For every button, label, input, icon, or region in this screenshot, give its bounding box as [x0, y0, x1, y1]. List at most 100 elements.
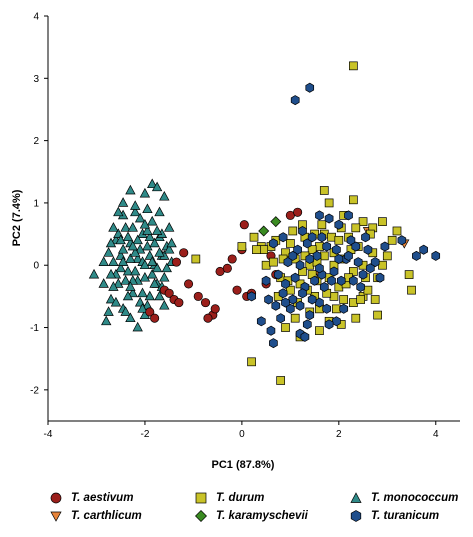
data-point-t-monococcum: [139, 218, 151, 229]
data-point-t-turanicum: [298, 288, 307, 299]
data-point-t-turanicum: [339, 303, 349, 314]
data-point-t-aestivum: [293, 207, 303, 217]
data-point-t-turanicum: [307, 232, 317, 243]
data-point-t-monococcum: [147, 178, 158, 189]
data-point-t-durum: [373, 310, 382, 320]
data-point-t-monococcum: [122, 265, 134, 276]
data-point-t-turanicum: [322, 241, 332, 252]
data-point-t-monococcum: [108, 222, 119, 232]
y-tick-label: 4: [33, 12, 39, 23]
data-point-t-turanicum: [281, 278, 290, 289]
data-point-t-durum: [327, 232, 336, 242]
data-point-t-turanicum: [332, 244, 341, 255]
data-point-t-durum: [358, 217, 368, 226]
data-point-t-monococcum: [120, 306, 131, 316]
data-point-t-turanicum: [353, 257, 363, 268]
data-point-t-durum: [378, 217, 387, 226]
data-point-t-monococcum: [127, 240, 138, 251]
data-point-t-turanicum: [334, 219, 344, 230]
data-point-t-turanicum: [295, 260, 305, 271]
data-point-t-turanicum: [315, 297, 324, 308]
data-point-t-turanicum: [332, 316, 341, 327]
data-point-t-monococcum: [144, 290, 155, 301]
data-point-t-monococcum: [151, 262, 163, 273]
data-point-t-monococcum: [134, 212, 146, 223]
data-point-t-monococcum: [139, 271, 151, 282]
data-point-t-durum: [387, 235, 397, 245]
data-point-t-monococcum: [117, 256, 129, 266]
data-point-t-turanicum: [298, 225, 307, 237]
data-point-t-monococcum: [144, 231, 155, 242]
legend-label: T. durum: [216, 492, 265, 504]
data-point-t-durum: [407, 285, 416, 295]
data-point-t-durum: [269, 257, 278, 267]
data-point-t-durum: [259, 245, 269, 255]
data-point-t-durum: [349, 61, 358, 71]
y-tick-label: 3: [33, 74, 39, 85]
legend-item-t-aestivum: T. aestivum: [50, 492, 133, 504]
data-point-t-turanicum: [317, 232, 327, 243]
circle-marker-icon: [50, 492, 62, 504]
hexagon-marker-icon: [350, 510, 362, 522]
data-point-t-turanicum: [261, 275, 271, 286]
data-point-t-monococcum: [147, 215, 158, 226]
data-point-t-turanicum: [329, 266, 339, 277]
data-point-t-turanicum: [305, 82, 315, 93]
legend-item-t-turanicum: T. turanicum: [350, 510, 439, 522]
legend-label: T. carthlicum: [71, 510, 142, 522]
data-point-t-monococcum: [113, 206, 124, 217]
data-point-t-monococcum: [164, 243, 175, 254]
data-point-t-durum: [334, 235, 344, 245]
y-tick-label: -2: [30, 385, 39, 396]
legend-label: T. karamyschevii: [216, 510, 308, 522]
data-point-t-monococcum: [122, 231, 134, 242]
data-point-t-turanicum: [351, 241, 361, 252]
data-point-t-durum: [191, 254, 201, 264]
data-point-t-durum: [288, 226, 298, 236]
data-point-t-karamyschevii: [270, 216, 282, 228]
data-point-t-monococcum: [159, 271, 170, 282]
data-point-t-durum: [332, 304, 341, 314]
data-point-t-turanicum: [361, 232, 370, 243]
data-point-t-durum: [307, 245, 317, 255]
legend-label: T. monococcum: [371, 492, 459, 504]
data-point-t-aestivum: [150, 313, 160, 323]
data-point-t-monococcum: [147, 256, 158, 266]
data-point-t-turanicum: [312, 250, 322, 261]
data-point-t-durum: [349, 298, 358, 307]
data-point-t-monococcum: [127, 287, 138, 298]
square-marker-icon: [195, 492, 207, 504]
data-point-t-monococcum: [130, 200, 141, 210]
data-point-t-durum: [392, 226, 402, 236]
x-ticks: -4 -2 0 2 4: [44, 421, 439, 440]
data-point-t-monococcum: [159, 299, 170, 310]
data-point-t-monococcum: [125, 253, 136, 263]
data-point-t-turanicum: [319, 281, 329, 293]
data-point-t-turanicum: [269, 338, 278, 349]
data-point-t-monococcum: [125, 312, 136, 323]
data-point-t-monococcum: [142, 240, 153, 251]
data-point-t-durum: [315, 326, 324, 336]
data-point-t-monococcum: [105, 237, 117, 248]
data-point-t-aestivum: [222, 263, 232, 273]
data-point-t-monococcum: [151, 181, 163, 192]
data-point-t-turanicum: [293, 244, 302, 255]
data-point-t-turanicum: [273, 269, 283, 280]
data-point-t-monococcum: [105, 268, 117, 279]
data-point-t-aestivum: [179, 248, 189, 258]
data-point-t-aestivum: [174, 298, 184, 308]
y-axis-label: PC2 (7.4%): [11, 189, 23, 246]
data-point-t-turanicum: [344, 250, 353, 261]
data-point-t-monococcum: [125, 281, 136, 291]
data-point-t-durum: [252, 245, 261, 255]
y-ticks: -2 -1 0 1 2 3 4: [30, 12, 48, 396]
data-point-t-monococcum: [137, 287, 148, 298]
data-point-t-monococcum: [130, 265, 141, 276]
data-point-t-monococcum: [105, 293, 117, 304]
data-point-t-monococcum: [130, 206, 141, 217]
data-point-t-monococcum: [117, 197, 129, 207]
data-point-t-aestivum: [193, 291, 203, 301]
data-point-t-turanicum: [278, 232, 288, 243]
data-point-t-turanicum: [336, 275, 346, 286]
data-point-t-durum: [237, 242, 247, 251]
